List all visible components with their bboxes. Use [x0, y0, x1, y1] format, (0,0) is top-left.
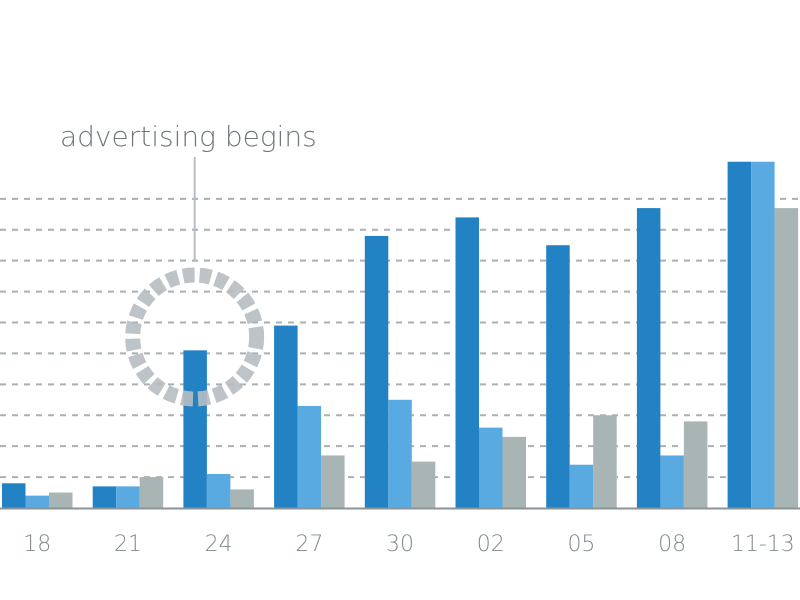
bar	[206, 473, 231, 508]
x-tick-label: 05	[567, 532, 595, 557]
annotation: advertising begins	[60, 120, 317, 407]
bar	[49, 492, 73, 508]
bar	[546, 245, 570, 509]
bar	[297, 405, 322, 508]
bar	[139, 477, 164, 508]
bar	[274, 325, 298, 508]
bar	[479, 427, 503, 508]
x-tick-label: 21	[114, 532, 142, 557]
bar	[636, 208, 661, 508]
bar	[183, 350, 207, 508]
bar	[751, 161, 775, 508]
x-tick-label: 11-13	[731, 532, 795, 557]
bar	[92, 486, 117, 508]
bar	[593, 415, 617, 508]
bar	[230, 489, 254, 508]
bar	[116, 486, 140, 508]
annotation-label: advertising begins	[60, 120, 317, 153]
bar	[364, 235, 389, 508]
bar	[683, 421, 708, 508]
bar	[569, 464, 594, 508]
bar	[774, 208, 799, 508]
bar	[388, 399, 412, 508]
x-tick-label: 30	[386, 532, 414, 557]
x-tick-labels: 18 21 24 27 30 02 05 08 11-13	[23, 532, 795, 557]
bar	[455, 217, 479, 508]
bar	[2, 483, 26, 508]
x-tick-label: 27	[295, 532, 323, 557]
bar	[727, 161, 752, 508]
bar	[660, 455, 684, 508]
x-tick-label: 02	[477, 532, 505, 557]
x-tick-label: 24	[205, 532, 233, 557]
bar	[25, 495, 49, 508]
annotation-marker-ring	[125, 267, 265, 407]
bar	[321, 455, 345, 508]
x-tick-label: 08	[658, 532, 686, 557]
bar	[502, 436, 526, 508]
bar-group	[2, 161, 799, 509]
x-tick-label: 18	[23, 532, 51, 557]
bar	[411, 461, 436, 508]
